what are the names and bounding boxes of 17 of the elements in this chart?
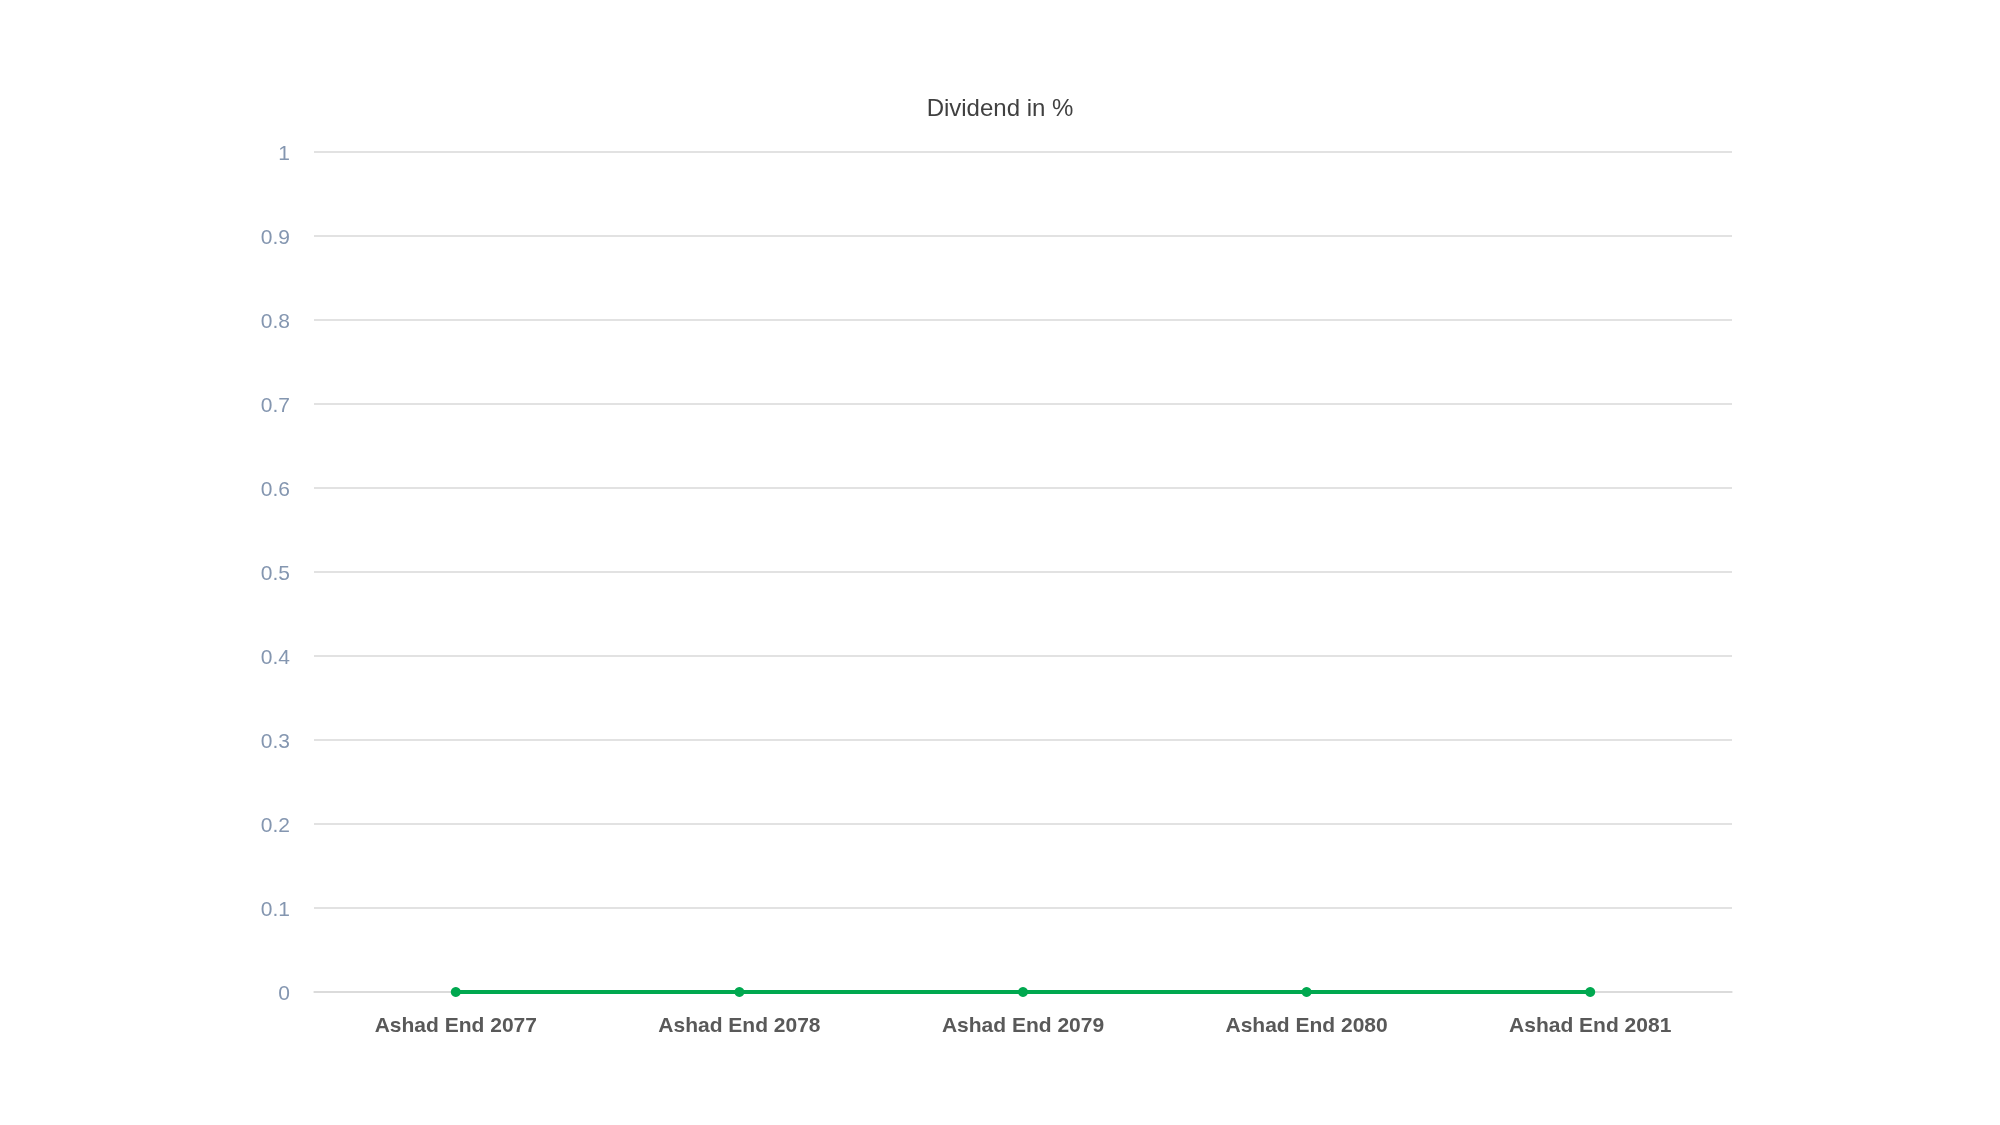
x-tick-label: Ashad End 2079: [941, 1013, 1105, 1036]
y-tick-label: 1: [278, 140, 290, 164]
y-tick-label: 0.5: [260, 560, 290, 584]
y-tick-label: 0: [278, 980, 290, 1004]
y-tick-label: 0.9: [260, 224, 290, 248]
x-tick-label: Ashad End 2081: [1509, 1013, 1672, 1036]
y-tick-label: 0.8: [260, 308, 290, 332]
y-tick-label: 0.7: [260, 392, 290, 416]
x-tick-label: Ashad End 2077: [374, 1013, 537, 1036]
y-tick-label: 0.2: [260, 812, 290, 836]
chart-title: Dividend in %: [926, 93, 1074, 121]
y-tick-label: 0.6: [260, 476, 290, 500]
x-tick-label: Ashad End 2078: [658, 1013, 821, 1036]
x-tick-label: Ashad End 2080: [1225, 1013, 1388, 1036]
y-tick-label: 0.4: [260, 644, 291, 668]
y-tick-label: 0.3: [260, 728, 290, 752]
y-tick-label: 0.1: [260, 896, 290, 920]
